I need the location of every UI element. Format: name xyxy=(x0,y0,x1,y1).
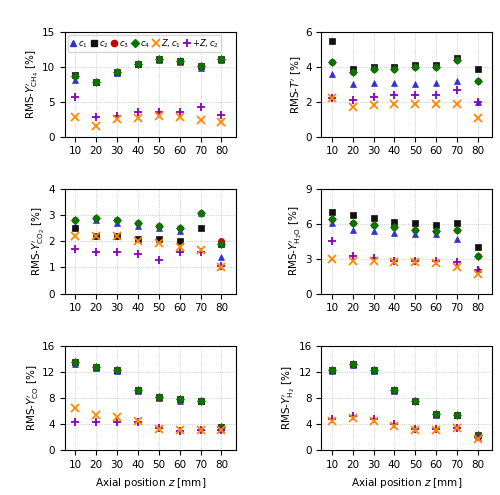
Y-axis label: RMS-$Y^{\prime}_{\mathrm{H_2}}$ [%]: RMS-$Y^{\prime}_{\mathrm{H_2}}$ [%] xyxy=(280,366,297,431)
Y-axis label: RMS-$T^{\prime}$ [%]: RMS-$T^{\prime}$ [%] xyxy=(290,55,304,114)
Legend: $c_1$, $c_2$, $c_3$, $c_4$, $Z, c_1$, $+ Z, c_2$: $c_1$, $c_2$, $c_3$, $c_4$, $Z, c_1$, $+… xyxy=(68,35,221,52)
Y-axis label: RMS-$Y^{\prime}_{\mathrm{CO}}$ [%]: RMS-$Y^{\prime}_{\mathrm{CO}}$ [%] xyxy=(25,365,40,431)
Y-axis label: RMS-$Y^{\prime}_{\mathrm{CH_4}}$ [%]: RMS-$Y^{\prime}_{\mathrm{CH_4}}$ [%] xyxy=(24,50,40,119)
X-axis label: Axial position $z$ [mm]: Axial position $z$ [mm] xyxy=(95,476,206,490)
Y-axis label: RMS-$Y^{\prime}_{\mathrm{CO_2}}$ [%]: RMS-$Y^{\prime}_{\mathrm{CO_2}}$ [%] xyxy=(30,206,48,276)
Y-axis label: RMS-$Y^{\prime}_{\mathrm{H_2O}}$ [%]: RMS-$Y^{\prime}_{\mathrm{H_2O}}$ [%] xyxy=(287,206,304,276)
X-axis label: Axial position $z$ [mm]: Axial position $z$ [mm] xyxy=(352,476,463,490)
